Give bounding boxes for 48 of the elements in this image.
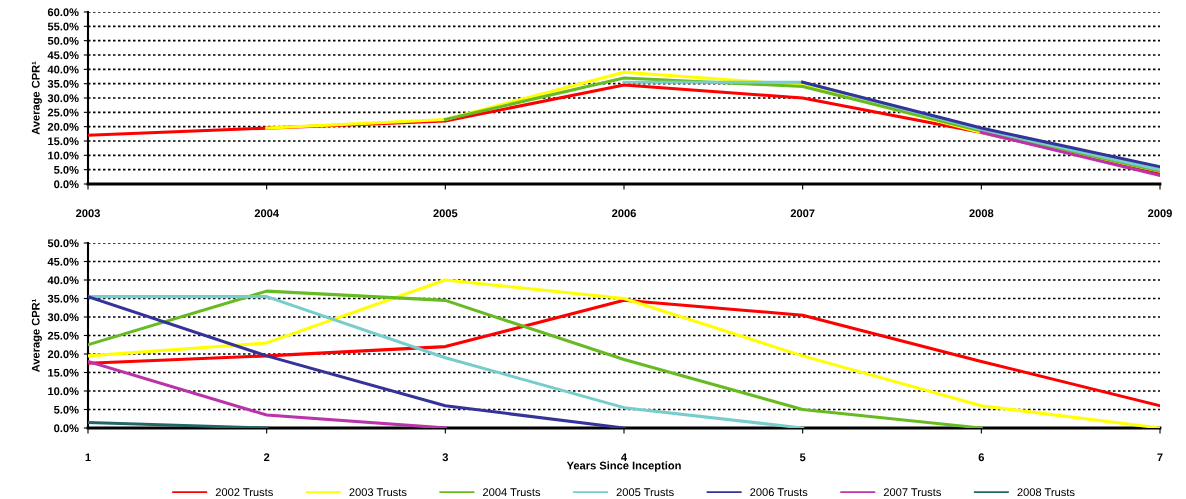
y-tick-label: 25.0% — [47, 108, 79, 117]
y-tick-label: 35.0% — [47, 79, 79, 88]
y-tick-label: 25.0% — [47, 331, 79, 340]
y-tick-label: 5.0% — [53, 405, 79, 414]
x-tick-label: 2008 — [969, 209, 994, 218]
y-tick-label: 50.0% — [47, 239, 79, 248]
y-tick-label: 30.0% — [47, 94, 79, 103]
legend-label: 2008 Trusts — [1017, 488, 1075, 497]
y-axis-title: Average CPR¹ — [31, 299, 42, 373]
y-tick-label: 15.0% — [48, 137, 79, 146]
x-tick-label: 2003 — [76, 209, 100, 218]
x-tick-label: 2009 — [1148, 209, 1172, 218]
x-tick-label: 2005 — [433, 209, 458, 218]
x-tick-label: 2004 — [254, 209, 279, 218]
x-tick-label: 2007 — [790, 209, 815, 218]
legend-label: 2004 Trusts — [483, 488, 541, 497]
y-tick-label: 0.0% — [54, 180, 79, 189]
y-tick-label: 10.0% — [48, 387, 79, 396]
x-tick-label: 5 — [799, 453, 806, 462]
y-tick-label: 0.0% — [54, 424, 79, 433]
y-tick-label: 20.0% — [47, 350, 79, 359]
y-tick-label: 55.0% — [47, 22, 79, 31]
legend-label: 2006 Trusts — [750, 488, 808, 497]
y-tick-label: 40.0% — [47, 276, 79, 285]
x-tick-label: 1 — [85, 453, 91, 462]
legend-label: 2005 Trusts — [616, 488, 674, 497]
y-tick-label: 35.0% — [47, 294, 79, 303]
x-tick-label: 4 — [621, 453, 628, 462]
legend-label: 2003 Trusts — [349, 488, 407, 497]
y-tick-label: 15.0% — [48, 368, 79, 377]
y-axis-title: Average CPR¹ — [31, 61, 42, 135]
y-tick-label: 60.0% — [47, 8, 79, 17]
y-tick-label: 30.0% — [47, 313, 79, 322]
legend-label: 2007 Trusts — [883, 488, 941, 497]
y-tick-label: 10.0% — [48, 151, 79, 160]
x-tick-label: 6 — [978, 453, 985, 462]
x-tick-label: 7 — [1157, 453, 1163, 462]
legend-label: 2002 Trusts — [215, 488, 273, 497]
y-tick-label: 5.0% — [53, 165, 79, 174]
y-tick-label: 50.0% — [47, 36, 79, 45]
y-tick-label: 45.0% — [47, 51, 79, 60]
x-axis-title: Years Since Inception — [566, 461, 681, 472]
y-tick-label: 40.0% — [47, 65, 79, 74]
y-tick-label: 20.0% — [47, 122, 79, 131]
x-tick-label: 2006 — [612, 209, 636, 218]
x-tick-label: 2 — [263, 453, 270, 462]
y-tick-label: 45.0% — [47, 257, 79, 266]
x-tick-label: 3 — [442, 453, 449, 462]
